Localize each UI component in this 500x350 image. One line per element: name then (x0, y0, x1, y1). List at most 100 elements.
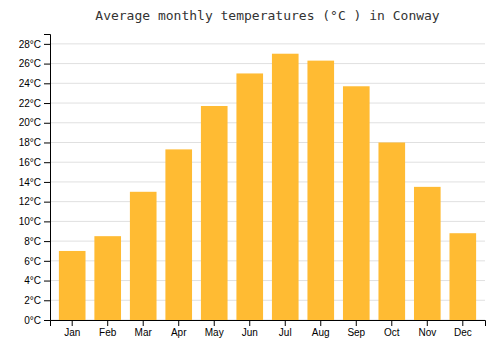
y-tick-label: 12°C (19, 196, 41, 207)
x-tick-label: Aug (312, 327, 330, 338)
y-tick-label: 18°C (19, 137, 41, 148)
y-tick-label: 20°C (19, 117, 41, 128)
x-tick: Jan (64, 320, 80, 338)
y-tick: 2°C (24, 295, 50, 306)
x-tick-label: Dec (454, 327, 472, 338)
y-tick: 10°C (19, 216, 50, 227)
y-tick-mark (44, 261, 50, 262)
bar (94, 236, 121, 320)
x-tick: Aug (312, 320, 330, 338)
x-tick-label: Nov (418, 327, 436, 338)
y-tick-label: 28°C (19, 39, 41, 50)
x-tick-mark (214, 320, 215, 326)
x-tick: Oct (384, 320, 400, 338)
x-tick-label: Oct (384, 327, 400, 338)
bar (414, 187, 441, 320)
x-axis-line (51, 321, 486, 327)
x-tick-mark (143, 320, 144, 326)
y-tick: 8°C (24, 236, 50, 247)
y-tick-mark (44, 44, 50, 45)
y-tick-mark (44, 300, 50, 301)
y-tick-mark (44, 202, 50, 203)
y-tick: 20°C (19, 117, 50, 128)
bar (378, 142, 405, 320)
grid-line (50, 103, 485, 104)
x-tick-mark (249, 320, 250, 326)
grid-line (50, 181, 485, 182)
y-tick-mark (44, 123, 50, 124)
x-tick-mark (107, 320, 108, 326)
y-tick: 14°C (19, 177, 50, 188)
bar (165, 149, 192, 320)
x-tick-label: Apr (171, 327, 187, 338)
y-tick-label: 0°C (24, 315, 41, 326)
y-tick: 12°C (19, 196, 50, 207)
x-tick: Apr (171, 320, 187, 338)
bar (59, 251, 86, 320)
y-tick-mark (44, 103, 50, 104)
y-tick-label: 2°C (24, 295, 41, 306)
x-tick-mark (462, 320, 463, 326)
grid-line (50, 162, 485, 163)
bar (449, 233, 476, 320)
y-tick-label: 8°C (24, 236, 41, 247)
grid-line (50, 43, 485, 44)
y-tick-mark (44, 142, 50, 143)
y-tick-mark (44, 64, 50, 65)
x-tick-mark (72, 320, 73, 326)
grid-line (50, 142, 485, 143)
y-tick-mark (44, 162, 50, 163)
x-tick-label: Mar (135, 327, 153, 338)
y-axis-line (44, 35, 51, 321)
y-tick: 6°C (24, 256, 50, 267)
x-tick-mark (427, 320, 428, 326)
x-tick: May (205, 320, 224, 338)
x-tick: Nov (418, 320, 436, 338)
plot: 0°C 2°C 4°C 6°C 8°C 10°C 12°C 14°C 16°C 18°C 20°C 2… (19, 35, 486, 339)
x-tick-label: Sep (347, 327, 365, 338)
bar (307, 61, 334, 320)
y-tick: 16°C (19, 157, 50, 168)
y-tick: 28°C (19, 39, 50, 50)
grid-line (50, 83, 485, 84)
x-tick: Mar (135, 320, 153, 338)
y-tick-label: 14°C (19, 177, 41, 188)
y-tick-label: 16°C (19, 157, 41, 168)
y-tick-mark (44, 281, 50, 282)
bars (59, 54, 476, 320)
x-tick: Feb (99, 320, 117, 338)
x-tick-label: Jul (279, 327, 292, 338)
x-tick-mark (356, 320, 357, 326)
bar (236, 73, 263, 320)
y-tick: 22°C (19, 98, 50, 109)
y-tick-label: 6°C (24, 256, 41, 267)
x-tick: Jul (279, 320, 292, 338)
x-tick-mark (320, 320, 321, 326)
x-tick: Jun (242, 320, 258, 338)
bar (272, 54, 299, 320)
y-tick-label: 26°C (19, 58, 41, 69)
y-axis: 0°C 2°C 4°C 6°C 8°C 10°C 12°C 14°C 16°C 18°C 20°C 2… (19, 35, 51, 326)
x-tick-label: Jan (64, 327, 80, 338)
grid-line (50, 122, 485, 123)
y-tick: 26°C (19, 58, 50, 69)
y-tick-mark (44, 241, 50, 242)
bar (201, 106, 228, 320)
x-tick: Sep (347, 320, 365, 338)
x-tick-label: Feb (99, 327, 117, 338)
y-tick: 18°C (19, 137, 50, 148)
y-tick-label: 24°C (19, 78, 41, 89)
y-tick-mark (44, 83, 50, 84)
x-tick: Dec (454, 320, 472, 338)
x-tick-mark (285, 320, 286, 326)
bar (343, 86, 370, 320)
y-tick-label: 10°C (19, 216, 41, 227)
x-axis: Jan Feb Mar Apr May Jun Jul Aug Sep Oct Nov Dec (51, 320, 486, 338)
y-tick-mark (44, 320, 50, 321)
y-tick-label: 4°C (24, 275, 41, 286)
y-tick: 24°C (19, 78, 50, 89)
grid-line (50, 63, 485, 64)
bar (130, 192, 157, 320)
y-tick-label: 22°C (19, 98, 41, 109)
y-tick-mark (44, 182, 50, 183)
